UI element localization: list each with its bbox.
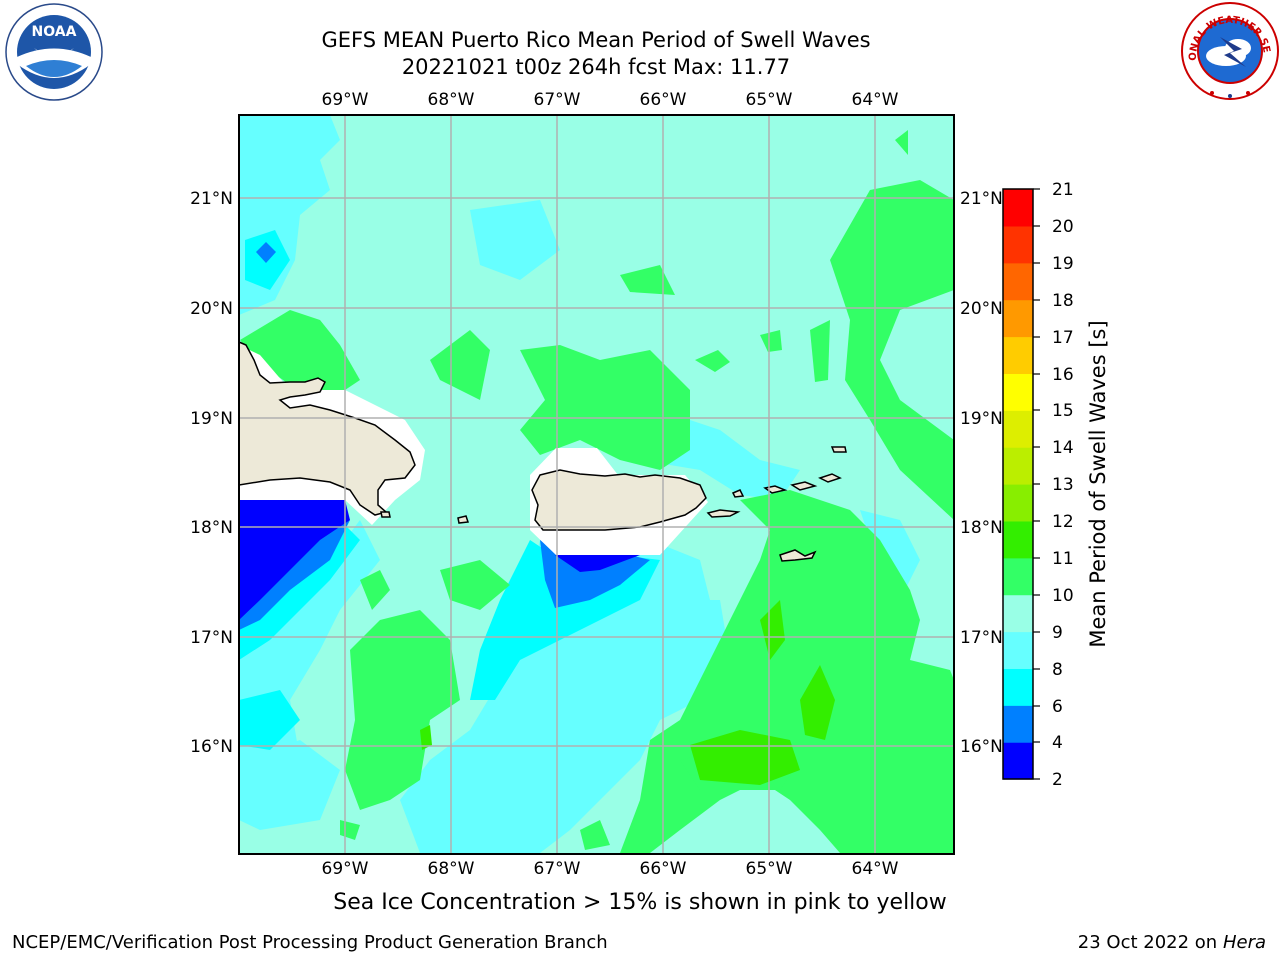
colorbar-tick-label: 12 (1052, 512, 1074, 532)
colorbar-tick-label: 13 (1052, 475, 1074, 495)
footer-date-text: 23 Oct 2022 on (1077, 932, 1223, 953)
colorbar-segment (1003, 742, 1033, 780)
colorbar-tick-label: 16 (1052, 365, 1074, 385)
chart-title: GEFS MEAN Puerto Rico Mean Period of Swe… (321, 28, 871, 52)
colorbar-segment (1003, 668, 1033, 706)
mona-island (457, 515, 470, 524)
colorbar-tick-label: 19 (1052, 254, 1074, 274)
svg-text:NOAA: NOAA (32, 24, 77, 40)
lat-labels-right: 21°N 20°N 19°N 18°N 17°N 16°N (960, 189, 1003, 757)
lat-label: 20°N (190, 299, 233, 319)
colorbar-tick-label: 4 (1052, 733, 1063, 753)
colorbar-tick-label: 2 (1052, 770, 1063, 790)
colorbar-segment (1003, 262, 1033, 301)
field-2-4s-regions (239, 500, 640, 620)
colorbar-ticks: 21 20 19 18 17 16 15 14 13 12 11 10 9 8 … (1033, 180, 1074, 790)
lon-label: 69°W (322, 859, 369, 879)
colorbar-segment (1003, 410, 1033, 448)
anegada (830, 446, 847, 453)
sea-ice-caption: Sea Ice Concentration > 15% is shown in … (333, 890, 947, 915)
colorbar-tick-label: 10 (1052, 586, 1074, 606)
colorbar-segment (1003, 189, 1033, 227)
colorbar-segment (1003, 447, 1033, 485)
lon-labels-bottom: 69°W 68°W 67°W 66°W 65°W 64°W (322, 859, 899, 879)
colorbar-tick-label: 9 (1052, 623, 1063, 643)
colorbar-tick-label: 17 (1052, 328, 1074, 348)
colorbar-segment (1003, 594, 1033, 633)
st-croix (779, 549, 817, 562)
colorbar-tick-label: 8 (1052, 660, 1063, 680)
colorbar-segment (1003, 373, 1033, 411)
nws-logo: NATIONAL WEATHER SERVICE (1180, 1, 1280, 101)
colorbar-segment (1003, 705, 1033, 743)
lat-label: 16°N (960, 737, 1003, 757)
lat-label: 18°N (960, 518, 1003, 538)
lon-label: 68°W (428, 90, 475, 110)
colorbar-segments (1003, 189, 1033, 780)
footer-machine: Hera (1222, 932, 1266, 953)
lon-label: 65°W (746, 859, 793, 879)
colorbar-segment (1003, 299, 1033, 338)
lon-label: 64°W (852, 859, 899, 879)
field-11-12s-regions (420, 600, 835, 785)
colorbar-segment (1003, 631, 1033, 669)
noaa-logo: NOAA (4, 2, 104, 102)
colorbar-segment (1003, 336, 1033, 374)
lon-label: 67°W (534, 859, 581, 879)
hispaniola (239, 341, 416, 516)
lon-label: 67°W (534, 90, 581, 110)
colorbar-tick-label: 15 (1052, 401, 1074, 421)
lat-label: 21°N (190, 189, 233, 209)
colorbar-label: Mean Period of Swell Waves [s] (1086, 320, 1110, 647)
colorbar-segment (1003, 225, 1033, 264)
lon-label: 68°W (428, 859, 475, 879)
colorbar-tick-label: 20 (1052, 217, 1074, 237)
colorbar-segment (1003, 520, 1033, 559)
footer-branch: NCEP/EMC/Verification Post Processing Pr… (12, 932, 608, 953)
culebra (731, 489, 745, 498)
lon-label: 64°W (852, 90, 899, 110)
colorbar-tick-label: 11 (1052, 549, 1074, 569)
lat-label: 19°N (960, 409, 1003, 429)
tortola (818, 473, 842, 483)
lat-labels-left: 21°N 20°N 19°N 18°N 17°N 16°N (190, 189, 233, 757)
map-frame (238, 114, 955, 855)
chart-subtitle: 20221021 t00z 264h fcst Max: 11.77 (401, 55, 791, 79)
lat-label: 19°N (190, 409, 233, 429)
colorbar-tick-label: 6 (1052, 697, 1063, 717)
lat-label: 17°N (190, 628, 233, 648)
lat-label: 21°N (960, 189, 1003, 209)
lon-label: 66°W (640, 90, 687, 110)
vieques (706, 509, 741, 518)
lat-label: 17°N (960, 628, 1003, 648)
lon-label: 69°W (322, 90, 369, 110)
colorbar-segment (1003, 484, 1033, 522)
lon-label: 65°W (746, 90, 793, 110)
lon-label: 66°W (640, 859, 687, 879)
lat-label: 16°N (190, 737, 233, 757)
lat-label: 18°N (190, 518, 233, 538)
colorbar-tick-label: 21 (1052, 180, 1074, 200)
saona-island (380, 511, 391, 518)
map-field (239, 115, 954, 854)
colorbar-segment (1003, 557, 1033, 596)
graticule (239, 115, 954, 854)
colorbar-tick-label: 14 (1052, 438, 1074, 458)
colorbar: 21 20 19 18 17 16 15 14 13 12 11 10 9 8 … (1002, 180, 1110, 790)
colorbar-tick-label: 18 (1052, 291, 1074, 311)
footer-date: 23 Oct 2022 on Hera (1078, 932, 1266, 953)
st-john (790, 481, 818, 491)
lat-label: 20°N (960, 299, 1003, 319)
lon-labels-top: 69°W 68°W 67°W 66°W 65°W 64°W (322, 90, 899, 110)
